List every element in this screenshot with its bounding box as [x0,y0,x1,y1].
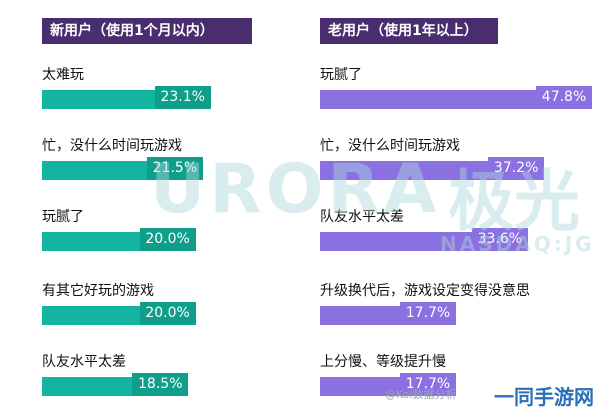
category-label: 忙，没什么时间玩游戏 [42,138,182,154]
bar [42,232,140,251]
category-label: 玩腻了 [42,209,84,225]
bar [320,90,537,109]
category-label: 太难玩 [42,67,84,83]
bar [42,90,155,109]
category-label: 玩腻了 [320,67,362,83]
bar [42,161,147,180]
value-label: 47.8% [536,86,593,109]
bar [320,306,400,325]
category-label: 升级换代后，游戏设定变得没意思 [320,283,530,299]
value-label: 33.6% [471,228,528,251]
site-logo: 一同手游网 [494,385,594,409]
bar [42,306,140,325]
bar [320,232,472,251]
bar [320,161,489,180]
category-label: 队友水平太差 [42,354,126,370]
value-label: 18.5% [132,373,189,396]
value-label: 17.7% [400,373,456,396]
category-label: 上分慢、等级提升慢 [320,354,446,370]
category-label: 队友水平太差 [320,209,404,225]
value-label: 37.2% [488,157,545,180]
source-credit: @Kol数据分析 [385,388,457,401]
bar [42,377,133,396]
bar [320,377,400,396]
category-label: 忙，没什么时间玩游戏 [320,138,460,154]
value-label: 21.5% [146,157,203,180]
value-label: 20.0% [139,228,196,251]
category-label: 有其它好玩的游戏 [42,283,154,299]
panel-title-2: 老用户（使用1年以上） [320,18,498,44]
value-label: 20.0% [139,302,196,325]
panel-title-1: 新用户（使用1个月以内） [42,18,252,44]
value-label: 23.1% [154,86,211,109]
value-label: 17.7% [400,302,456,325]
